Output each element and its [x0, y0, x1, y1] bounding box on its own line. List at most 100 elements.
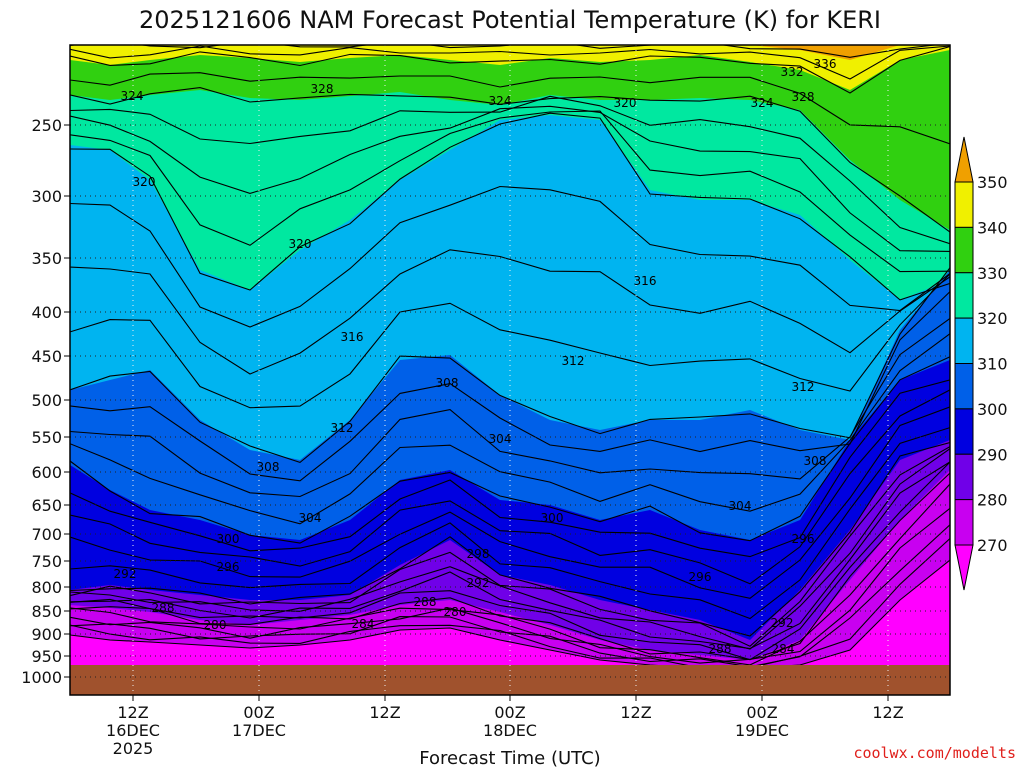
x-tick-label: 16DEC — [106, 721, 160, 740]
colorbar-bottom-arrow — [954, 544, 974, 591]
contour-line-9 — [70, 185, 950, 328]
colorbar-label: 310 — [977, 355, 1008, 374]
y-tick-label: 1000 — [21, 668, 62, 687]
contour-line-21 — [70, 441, 950, 637]
contour-line-5 — [70, 95, 950, 245]
contour-labels: 324 328 324 320 332 336 324 328 320 320 316 316 312 3… — [114, 57, 837, 656]
contour-label: 300 — [217, 532, 240, 546]
contour-line-2 — [70, 45, 950, 94]
contour-line-0 — [70, 45, 940, 58]
y-tick-label: 750 — [31, 552, 62, 571]
contour-label: 292 — [467, 576, 490, 590]
x-tick-label: 12Z — [117, 703, 148, 722]
band-fill-8 — [70, 470, 950, 695]
contour-label: 328 — [792, 90, 815, 104]
x-tick-label: 00Z — [494, 703, 525, 722]
x-axis-label: Forecast Time (UTC) — [419, 748, 600, 768]
colorbar-label: 320 — [977, 309, 1008, 328]
contour-line-20 — [70, 427, 950, 620]
contour-label: 292 — [771, 616, 794, 630]
contour-label: 298 — [467, 547, 490, 561]
contour-label: 336 — [814, 57, 837, 71]
contour-line-1 — [70, 45, 950, 80]
contour-line-27 — [70, 483, 950, 666]
contour-label: 320 — [133, 175, 156, 189]
colorbar-segment — [954, 408, 974, 455]
contour-label: 304 — [299, 511, 322, 525]
contour-label: 284 — [772, 642, 795, 656]
y-tick-label: 600 — [31, 463, 62, 482]
colorbar-label: 330 — [977, 264, 1008, 283]
contour-line-6 — [70, 105, 950, 252]
contour-line-3 — [70, 72, 950, 145]
colorbar-segment — [954, 363, 974, 410]
grid-lines — [70, 45, 950, 695]
colorbar-label: 290 — [977, 445, 1008, 464]
contour-line-4 — [70, 87, 950, 233]
colorbar-label: 280 — [977, 491, 1008, 510]
contour-line-23 — [70, 448, 950, 650]
x-tick-label: 12Z — [620, 703, 651, 722]
contour-label: 304 — [729, 499, 752, 513]
y-tick-label: 900 — [31, 625, 62, 644]
x-tick-label: 00Z — [746, 703, 777, 722]
colorbar-segment — [954, 317, 974, 364]
y-tick-label: 550 — [31, 428, 62, 447]
y-tick-label: 350 — [31, 249, 62, 268]
contour-label: 284 — [352, 617, 375, 631]
colorbar-segment — [954, 226, 974, 274]
contour-line-12 — [70, 267, 950, 464]
contour-label: 308 — [257, 460, 280, 474]
y-tick-label: 650 — [31, 496, 62, 515]
band-fill-9 — [70, 560, 950, 695]
y-tick-label: 700 — [31, 525, 62, 544]
y-tick-label: 850 — [31, 602, 62, 621]
y-axis: 250 300 350 400 450 500 550 600 650 700 750 800 850 9… — [21, 116, 70, 687]
contour-line-25 — [70, 461, 950, 661]
colorbar-segment — [954, 181, 974, 228]
contour-line-7 — [70, 110, 950, 273]
y-tick-label: 950 — [31, 647, 62, 666]
y-tick-label: 300 — [31, 187, 62, 206]
colorbar-label: 340 — [977, 218, 1008, 237]
x-tick-label: 2025 — [113, 739, 154, 758]
contour-label: 296 — [689, 570, 712, 584]
contour-label: 280 — [444, 605, 467, 619]
contour-label: 308 — [436, 376, 459, 390]
contour-line-11 — [70, 273, 950, 409]
contour-label: 324 — [751, 96, 774, 110]
contour-line-17 — [70, 379, 950, 558]
x-tick-label: 12Z — [872, 703, 903, 722]
y-tick-label: 500 — [31, 391, 62, 410]
contour-label: 312 — [331, 421, 354, 435]
contour-label: 324 — [489, 94, 512, 108]
contour-label: 292 — [114, 567, 137, 581]
y-tick-label: 450 — [31, 347, 62, 366]
y-tick-label: 250 — [31, 116, 62, 135]
contour-line-18 — [70, 389, 950, 585]
contour-line-14 — [70, 318, 950, 498]
colorbar-top-arrow — [954, 136, 974, 183]
contour-line-10 — [70, 249, 950, 375]
contour-label: 304 — [489, 432, 512, 446]
contour-label: 324 — [121, 89, 144, 103]
contour-label: 280 — [204, 618, 227, 632]
colorbar-segment — [954, 453, 974, 501]
contour-label: 288 — [152, 601, 175, 615]
contour-line-13 — [70, 291, 950, 482]
contour-line-28 — [70, 507, 950, 664]
colorbar-segment — [954, 499, 974, 546]
contour-label: 316 — [341, 330, 364, 344]
credit-text: coolwx.com/modelts — [853, 744, 1016, 762]
colorbar: 350 340 330 320 310 300 290 280 270 — [954, 136, 1008, 591]
contour-label: 296 — [217, 560, 240, 574]
contour-label: 300 — [541, 511, 564, 525]
x-tick-label: 17DEC — [232, 721, 286, 740]
colorbar-label: 300 — [977, 400, 1008, 419]
colorbar-segment — [954, 272, 974, 319]
contour-label: 312 — [792, 380, 815, 394]
contour-line-8 — [70, 112, 950, 301]
contour-lines — [70, 45, 950, 669]
contour-label: 328 — [311, 82, 334, 96]
